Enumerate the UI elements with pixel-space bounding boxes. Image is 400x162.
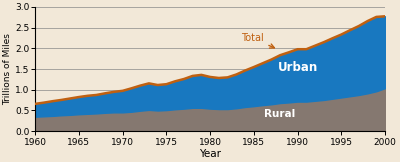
X-axis label: Year: Year: [199, 149, 221, 159]
Text: Rural: Rural: [264, 109, 296, 119]
Text: Total: Total: [241, 33, 274, 48]
Y-axis label: Trillions of Miles: Trillions of Miles: [4, 33, 12, 105]
Text: Urban: Urban: [278, 61, 318, 74]
